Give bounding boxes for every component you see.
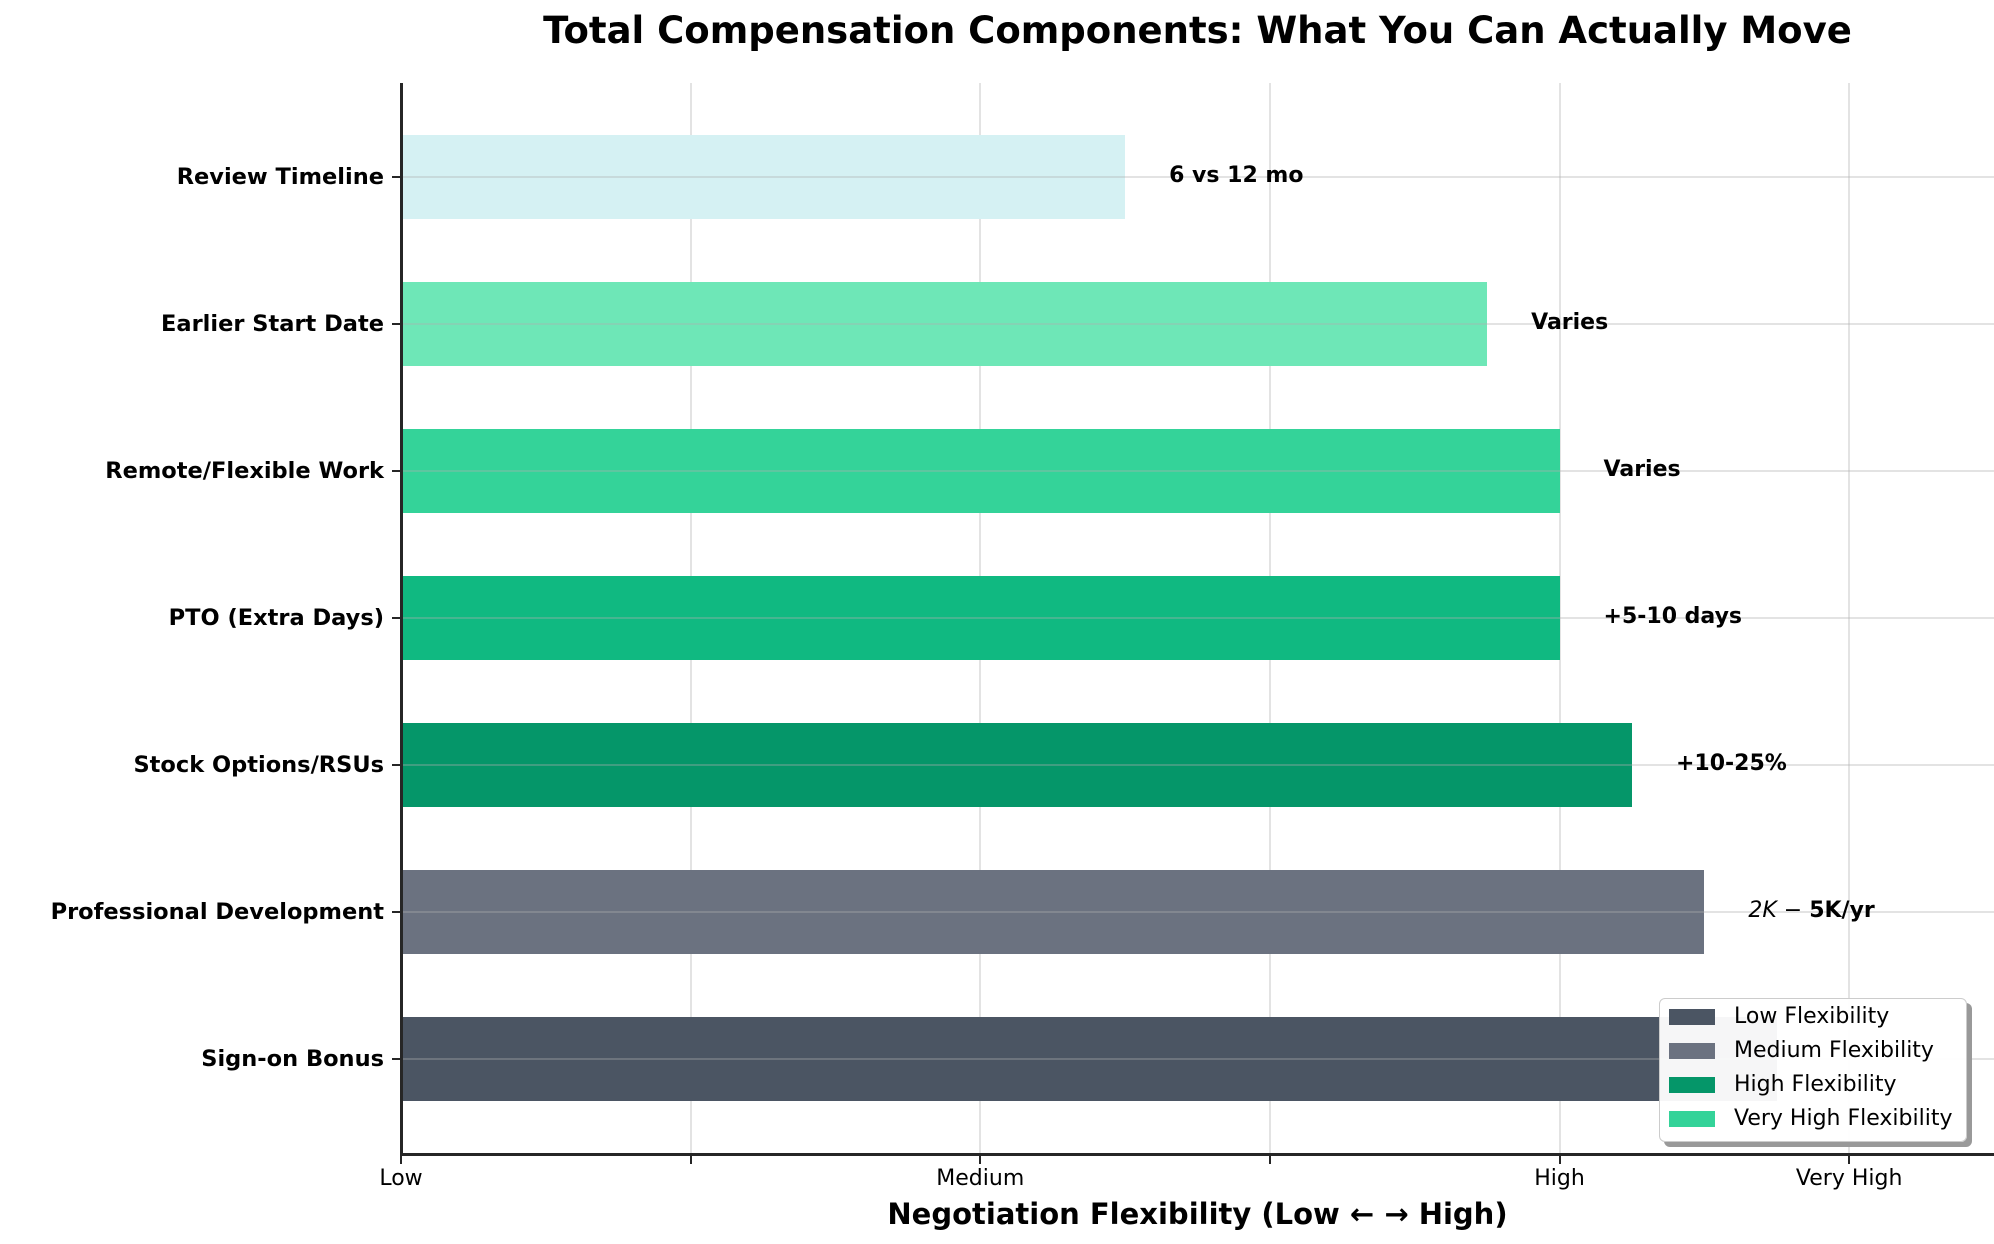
x-tick-mark: [1268, 1155, 1271, 1164]
x-tick-mark: [689, 1155, 692, 1164]
legend-swatch: [1669, 1043, 1715, 1059]
legend-item: Very High Flexibility: [1669, 1106, 1953, 1132]
value-label-text: Varies: [1531, 310, 1609, 335]
y-tick-label: Earlier Start Date: [161, 311, 384, 337]
value-label-text: Varies: [1603, 457, 1681, 482]
x-tick-label: Low: [379, 1166, 423, 1191]
x-axis-label: Negotiation Flexibility (Low ← → High): [887, 1197, 1508, 1231]
y-tick-label: Sign-on Bonus: [201, 1046, 384, 1072]
y-tick-mark: [392, 176, 400, 178]
bar: [401, 576, 1560, 660]
x-tick-label: Very High: [1795, 1166, 1903, 1191]
y-gridline: [401, 176, 1994, 178]
chart-title: Total Compensation Components: What You …: [543, 9, 1852, 52]
y-gridline: [401, 470, 1994, 472]
y-tick-label: Review Timeline: [176, 164, 384, 190]
value-label-text: +10-25%: [1675, 751, 1787, 776]
plot-area: Low Medium High Very High Review Timeline 6 v…: [51, 83, 1994, 1191]
x-tick-mark: [979, 1155, 982, 1164]
y-tick-mark: [392, 617, 400, 619]
y-tick-mark: [392, 764, 400, 766]
x-gridline: [1558, 83, 1561, 1154]
value-label-text: 5K/yr: [1809, 898, 1875, 923]
x-tick-mark: [400, 1155, 402, 1164]
y-tick-mark: [392, 1058, 400, 1060]
y-tick-mark: [392, 323, 400, 325]
x-tick-label: High: [1534, 1166, 1585, 1191]
value-label-text: +5-10 days: [1603, 604, 1743, 629]
x-tick-mark: [1848, 1155, 1851, 1164]
bar: [401, 429, 1560, 513]
bar: [401, 282, 1488, 366]
y-tick-mark: [392, 911, 400, 913]
x-tick-mark: [1558, 1155, 1561, 1164]
legend-label: Low Flexibility: [1734, 1004, 1890, 1029]
x-gridline: [1848, 83, 1851, 1154]
legend-item: High Flexibility: [1669, 1072, 1897, 1098]
bar: [401, 723, 1632, 807]
value-label-text: 6 vs 12 mo: [1169, 163, 1304, 188]
y-gridline: [401, 1058, 1994, 1060]
y-gridline: [401, 323, 1994, 325]
y-gridline: [401, 764, 1994, 766]
y-tick-mark: [392, 470, 400, 472]
legend-label: Medium Flexibility: [1734, 1038, 1934, 1063]
x-tick-label: Medium: [936, 1166, 1025, 1191]
y-tick-label: PTO (Extra Days): [168, 605, 384, 631]
legend-item: Medium Flexibility: [1669, 1038, 1934, 1064]
legend-swatch: [1669, 1009, 1715, 1025]
value-label: Varies: [1604, 457, 1681, 483]
value-label: 6 vs 12 mo: [1169, 163, 1303, 189]
value-label: 2K − 5K/yr: [1748, 898, 1874, 924]
bar: [401, 1017, 1777, 1101]
y-tick-label: Stock Options/RSUs: [133, 752, 384, 778]
y-tick-label: Professional Development: [50, 899, 384, 925]
y-gridline: [401, 911, 1994, 913]
legend-swatch: [1669, 1111, 1715, 1127]
value-label: +10-25%: [1676, 751, 1787, 777]
legend-label: Very High Flexibility: [1734, 1106, 1953, 1131]
legend-swatch: [1669, 1077, 1715, 1093]
value-label-math-prefix: 2K −: [1748, 898, 1810, 923]
value-label: Varies: [1531, 310, 1608, 336]
bar: [401, 870, 1705, 954]
legend-item: Low Flexibility: [1669, 1004, 1889, 1030]
legend: Low Flexibility Medium Flexibility High Fl…: [1659, 998, 1967, 1142]
value-label: +5-10 days: [1604, 604, 1743, 630]
y-axis-spine: [400, 83, 403, 1156]
y-tick-label: Remote/Flexible Work: [105, 458, 384, 484]
bar: [401, 135, 1126, 219]
y-gridline: [401, 617, 1994, 619]
legend-label: High Flexibility: [1734, 1072, 1897, 1097]
x-axis-spine: [400, 1153, 1994, 1156]
